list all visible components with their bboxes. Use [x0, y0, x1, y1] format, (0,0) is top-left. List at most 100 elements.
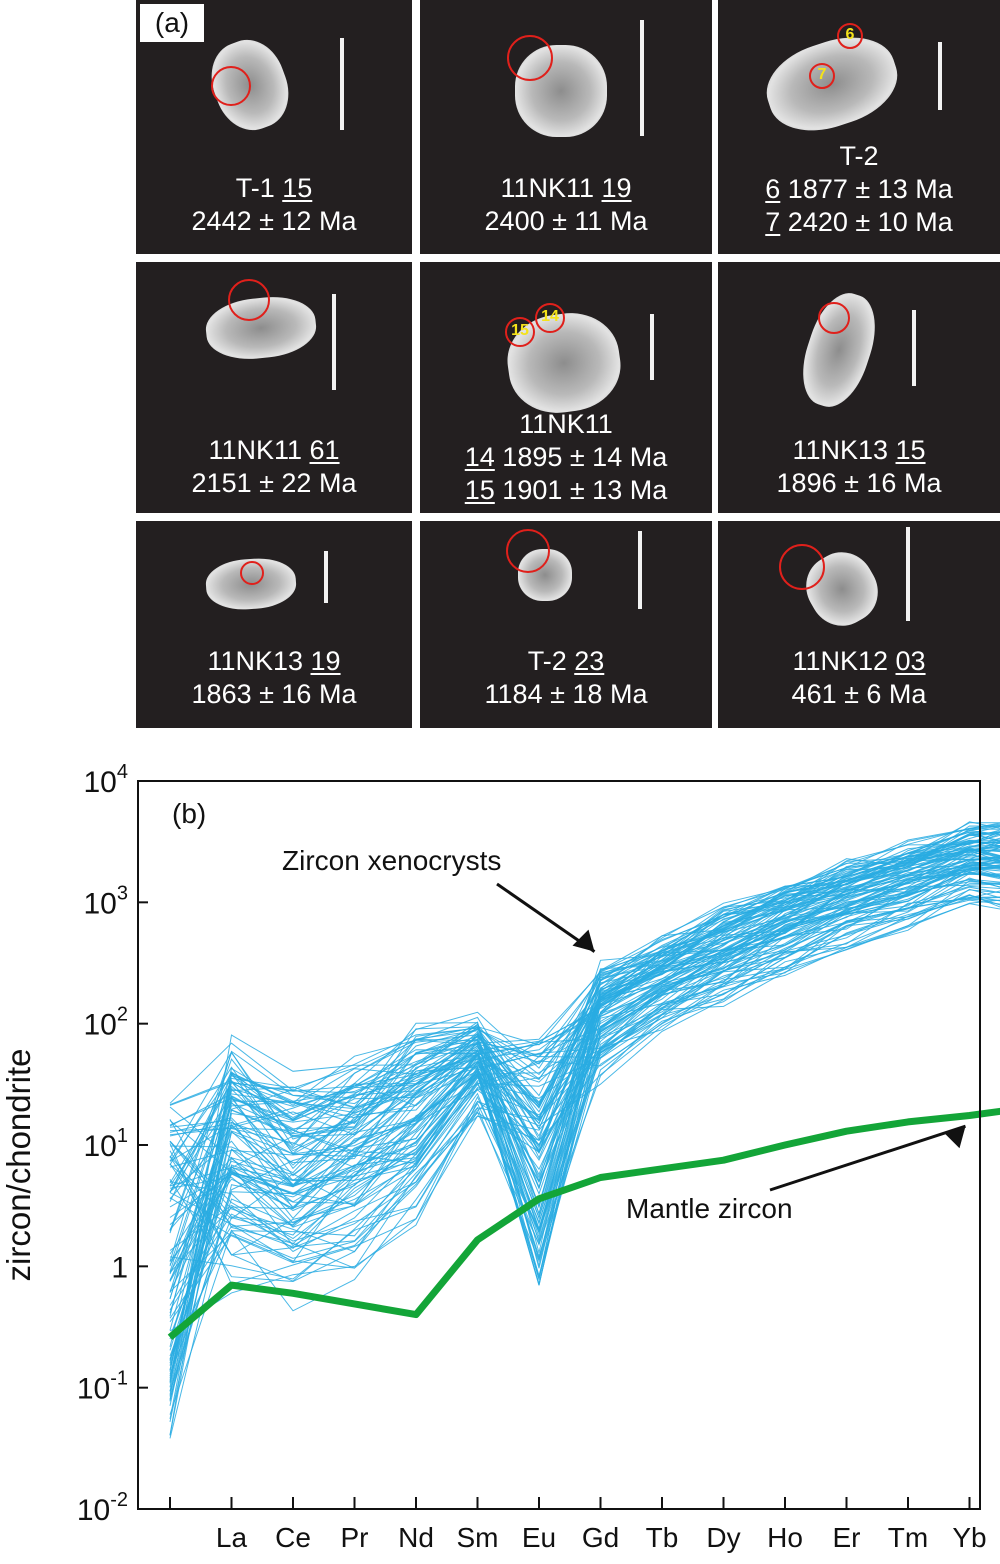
x-tick-label: Yb [952, 1522, 986, 1553]
xenocryst-series-line [169, 869, 1000, 1281]
cl-image-c3: 6 7 T-2 6 1877 ± 13 Ma 7 2420 ± 10 Ma [718, 0, 1000, 254]
spot-id: 15 [464, 475, 495, 505]
analysis-spot [211, 66, 251, 106]
xenocryst-series-line [169, 894, 1000, 1264]
scale-bar [640, 20, 644, 136]
analysis-spot [809, 63, 835, 89]
arrow-mantle-shaft [769, 1124, 966, 1192]
spot-id: 19 [601, 173, 632, 203]
xenocryst-series-line [169, 873, 1000, 1392]
x-tick-label: Dy [706, 1522, 740, 1553]
panel-b-ree-chart: 10-2 10-1 1 101 102 103 104 La Ce Pr Nd Sm Eu Gd Tb Dy H… [0, 728, 1000, 1559]
scale-bar [332, 294, 336, 390]
xenocryst-series-line [169, 872, 1000, 1240]
label-text: T-2 [527, 646, 575, 676]
xenocryst-series-line [169, 833, 1000, 1262]
label-text: 2442 ± 12 Ma [191, 206, 357, 236]
cl-image-c7: 11NK13 19 1863 ± 16 Ma [136, 521, 412, 728]
xenocryst-series-line [169, 841, 1000, 1331]
spot-id: 15 [895, 435, 926, 465]
spot-id: 03 [895, 646, 926, 676]
label-text: 1896 ± 16 Ma [776, 468, 942, 498]
label-text: 1184 ± 18 Ma [484, 679, 648, 709]
mantle-zircon-series-line [167, 1107, 1000, 1340]
xenocryst-series-line [169, 865, 1000, 1439]
label-text: T-1 [235, 173, 283, 203]
label-text: 2420 ± 10 Ma [780, 207, 953, 237]
xenocryst-series-line [169, 831, 1000, 1371]
arrow-xenocrysts-head [572, 929, 595, 952]
label-text: 1877 ± 13 Ma [780, 174, 953, 204]
label-text: 461 ± 6 Ma [791, 679, 927, 709]
y-tick-label: 103 [84, 882, 129, 920]
y-tick-label: 104 [84, 761, 129, 799]
xenocryst-series-line [169, 824, 1000, 1348]
xenocryst-series-line [169, 822, 1000, 1388]
spot-number: 6 [845, 26, 855, 43]
scale-bar [912, 310, 916, 386]
cl-image-c1: T-1 15 2442 ± 12 Ma [136, 0, 412, 254]
ree-chart-svg: 10-2 10-1 1 101 102 103 104 La Ce Pr Nd Sm Eu Gd Tb Dy H… [0, 761, 1000, 1553]
grain-age-label: 1896 ± 16 Ma [718, 467, 1000, 499]
cl-image-c8: T-2 23 1184 ± 18 Ma [420, 521, 712, 728]
analysis-spot [535, 303, 565, 333]
spot-id: 7 [765, 207, 781, 237]
panel-a-tag: (a) [140, 4, 204, 42]
xenocryst-series-line [169, 849, 1000, 1216]
y-tick-label: 10-1 [77, 1368, 128, 1406]
label-text: 11NK13 [207, 646, 311, 676]
grain-age-label: 2442 ± 12 Ma [136, 205, 412, 237]
analysis-spot [506, 529, 550, 573]
grain-age-label: 15 1901 ± 13 Ma [420, 474, 712, 506]
label-text: 2400 ± 11 Ma [484, 206, 648, 236]
grain-age-label: 14 1895 ± 14 Ma [420, 441, 712, 473]
xenocryst-series-line [169, 877, 1000, 1293]
label-text: 11NK11 [500, 173, 602, 203]
label-text: 1901 ± 13 Ma [494, 475, 668, 505]
grain-age-label: 11NK11 [420, 408, 712, 440]
label-text: 11NK11 [208, 435, 310, 465]
spot-number: 14 [541, 308, 559, 325]
grain-age-label: 11NK13 19 [136, 645, 412, 677]
panel-b-tag: (b) [172, 798, 206, 829]
xenocryst-series-line [169, 866, 1000, 1319]
grain-age-label: 461 ± 6 Ma [718, 678, 1000, 710]
label-text: 11NK13 [792, 435, 896, 465]
grain-age-label: 11NK13 15 [718, 434, 1000, 466]
grain-age-label: 1184 ± 18 Ma [420, 678, 712, 710]
x-tick-label: Ce [275, 1522, 311, 1553]
xenocryst-series-line [169, 847, 1000, 1392]
xenocryst-series-line [169, 866, 1000, 1357]
xenocryst-series-line [169, 896, 1000, 1285]
x-tick-label: Ho [767, 1522, 803, 1553]
x-tick-label: La [216, 1522, 248, 1553]
cl-image-c5: 14 15 11NK11 14 1895 ± 14 Ma 15 1901 ± 13 Ma [420, 262, 712, 513]
xenocryst-series-line [169, 899, 1000, 1269]
scale-bar [650, 314, 654, 380]
label-text: 1895 ± 14 Ma [494, 442, 668, 472]
annotation-mantle-zircon: Mantle zircon [626, 1193, 793, 1224]
label-text: 2151 ± 22 Ma [191, 468, 357, 498]
scale-bar [638, 531, 642, 609]
xenocryst-series-line [169, 858, 1000, 1185]
grain-age-label: 7 2420 ± 10 Ma [718, 206, 1000, 238]
x-tick-label: Gd [582, 1522, 619, 1553]
x-tick-label: Er [833, 1522, 861, 1553]
xenocryst-series-line [169, 871, 1000, 1337]
xenocryst-series-line [169, 880, 1000, 1282]
grain-age-label: 11NK11 19 [420, 172, 712, 204]
xenocryst-series-line [169, 866, 1000, 1381]
analysis-spot [228, 279, 270, 321]
grain-age-label: 2400 ± 11 Ma [420, 205, 712, 237]
spot-number: 7 [817, 66, 827, 83]
xenocryst-series-line [169, 879, 1000, 1226]
label-text: T-2 [839, 141, 879, 171]
grain-age-label: 1863 ± 16 Ma [136, 678, 412, 710]
spot-id: 15 [282, 173, 313, 203]
x-tick-label: Nd [398, 1522, 434, 1553]
spot-id: 61 [309, 435, 340, 465]
grain-age-label: T-2 23 [420, 645, 712, 677]
y-axis-label: zircon/chondrite [0, 1049, 37, 1282]
label-text: 1863 ± 16 Ma [191, 679, 357, 709]
x-tick-label: Tm [888, 1522, 928, 1553]
